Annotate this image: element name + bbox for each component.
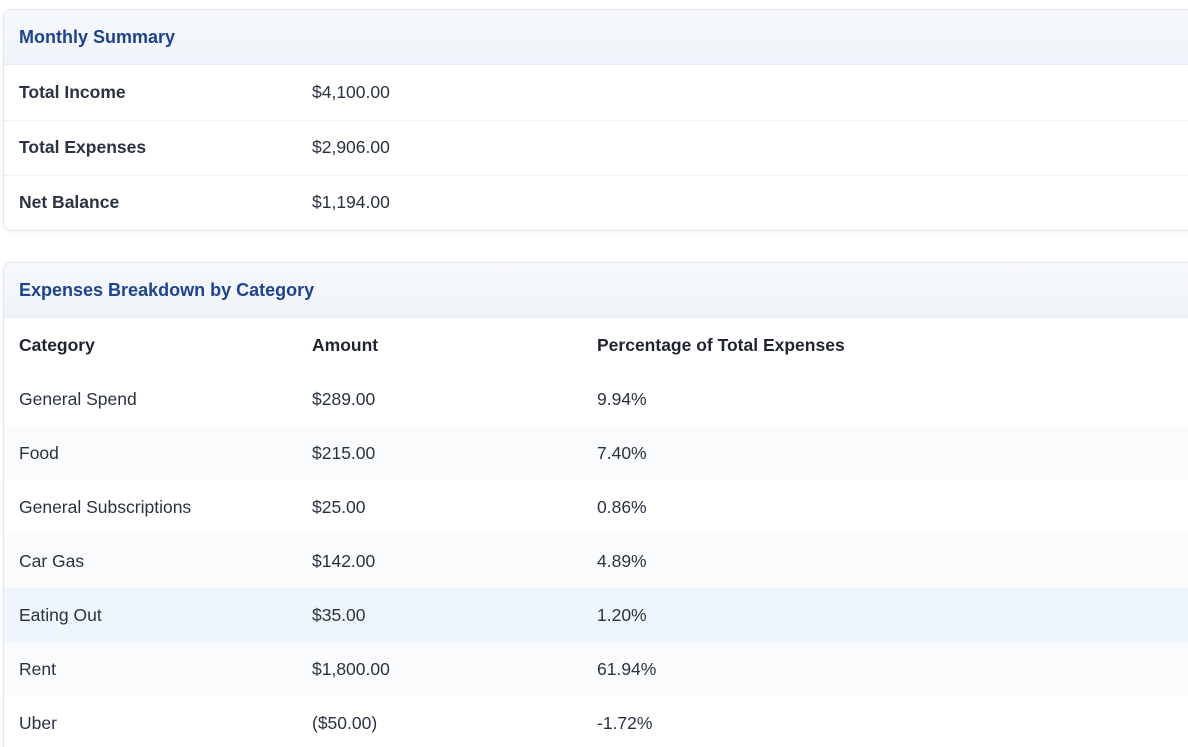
percentage-cell: 0.86% xyxy=(597,496,647,517)
amount-cell: $25.00 xyxy=(312,496,366,517)
expenses-breakdown-title: Expenses Breakdown by Category xyxy=(4,263,1188,318)
monthly-summary-card: Monthly Summary Total Income $4,100.00 T… xyxy=(3,9,1188,231)
summary-row-total-expenses: Total Expenses $2,906.00 xyxy=(4,120,1188,175)
table-row: General Spend $289.00 9.94% xyxy=(4,372,1188,426)
table-row: Rent $1,800.00 61.94% xyxy=(4,642,1188,696)
percentage-cell: 9.94% xyxy=(597,388,647,409)
percentage-cell: 7.40% xyxy=(597,442,647,463)
column-header-percentage: Percentage of Total Expenses xyxy=(597,334,845,355)
expenses-breakdown-card: Expenses Breakdown by Category Category … xyxy=(3,262,1188,747)
total-income-label: Total Income xyxy=(19,81,126,102)
amount-cell: $289.00 xyxy=(312,388,376,409)
net-balance-value: $1,194.00 xyxy=(312,192,390,213)
table-row: Food $215.00 7.40% xyxy=(4,426,1188,480)
category-cell: Rent xyxy=(19,658,56,679)
category-cell: Food xyxy=(19,442,59,463)
table-header-row: Category Amount Percentage of Total Expe… xyxy=(4,318,1188,372)
category-cell: General Spend xyxy=(19,388,137,409)
amount-cell: $1,800.00 xyxy=(312,658,390,679)
total-income-value: $4,100.00 xyxy=(312,81,390,102)
category-cell: Eating Out xyxy=(19,604,102,625)
amount-cell: $35.00 xyxy=(312,604,366,625)
percentage-cell: 1.20% xyxy=(597,604,647,625)
table-row: Uber ($50.00) -1.72% xyxy=(4,696,1188,747)
percentage-cell: 61.94% xyxy=(597,658,657,679)
net-balance-label: Net Balance xyxy=(19,192,120,213)
category-cell: Car Gas xyxy=(19,550,85,571)
amount-cell: $215.00 xyxy=(312,442,376,463)
summary-row-total-income: Total Income $4,100.00 xyxy=(4,65,1188,120)
category-cell: General Subscriptions xyxy=(19,496,192,517)
table-row: General Subscriptions $25.00 0.86% xyxy=(4,480,1188,534)
table-row: Car Gas $142.00 4.89% xyxy=(4,534,1188,588)
category-cell: Uber xyxy=(19,712,57,733)
amount-cell: $142.00 xyxy=(312,550,376,571)
percentage-cell: -1.72% xyxy=(597,712,653,733)
summary-row-net-balance: Net Balance $1,194.00 xyxy=(4,175,1188,230)
total-expenses-value: $2,906.00 xyxy=(312,137,390,157)
column-header-category: Category xyxy=(19,334,95,355)
monthly-summary-title: Monthly Summary xyxy=(4,10,1188,65)
expenses-breakdown-table: Category Amount Percentage of Total Expe… xyxy=(4,318,1188,747)
total-expenses-label: Total Expenses xyxy=(19,137,147,157)
monthly-summary-table: Total Income $4,100.00 Total Expenses $2… xyxy=(4,65,1188,230)
table-row: Eating Out $35.00 1.20% xyxy=(4,588,1188,642)
percentage-cell: 4.89% xyxy=(597,550,647,571)
amount-cell: ($50.00) xyxy=(312,712,378,733)
column-header-amount: Amount xyxy=(312,334,379,355)
